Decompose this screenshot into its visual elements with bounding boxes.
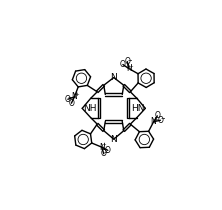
Text: O: O <box>65 95 71 104</box>
Text: −: − <box>160 116 165 120</box>
Text: O: O <box>157 116 163 125</box>
Text: N: N <box>126 64 131 73</box>
Text: −: − <box>68 94 72 100</box>
Text: O: O <box>105 146 111 155</box>
Text: HN: HN <box>131 104 145 113</box>
Text: O: O <box>101 149 107 158</box>
Text: O: O <box>124 57 130 66</box>
Text: +: + <box>129 64 133 69</box>
Text: O: O <box>120 60 126 69</box>
Text: N: N <box>110 73 117 82</box>
Text: O: O <box>68 99 74 108</box>
Text: +: + <box>74 92 79 97</box>
Text: NH: NH <box>83 104 97 113</box>
Text: N: N <box>151 117 157 126</box>
Text: O: O <box>155 111 160 120</box>
Text: +: + <box>102 142 106 147</box>
Text: −: − <box>127 57 132 62</box>
Text: N: N <box>99 143 105 152</box>
Text: N: N <box>110 135 117 144</box>
Text: +: + <box>154 117 158 122</box>
Text: N: N <box>71 92 77 101</box>
Text: −: − <box>104 149 108 154</box>
